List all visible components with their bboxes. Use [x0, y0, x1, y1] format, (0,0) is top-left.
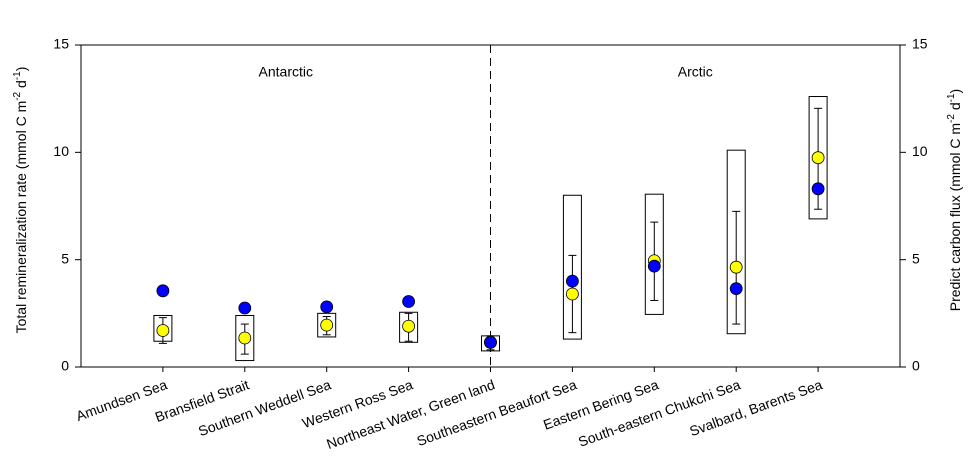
range-box — [644, 193, 664, 315]
range-box — [317, 312, 337, 338]
y-tick-label: 10 — [53, 143, 69, 159]
data-point — [238, 331, 252, 345]
y-tick-label: 0 — [61, 358, 69, 374]
data-point — [484, 335, 497, 349]
y-tick-label: 15 — [53, 36, 69, 52]
y-axis-title-sup: -2 — [12, 91, 23, 100]
data-point — [320, 318, 334, 332]
y2-tick-label: 0 — [912, 358, 920, 374]
range-box — [808, 96, 828, 220]
y-tick-label: 5 — [61, 250, 69, 266]
data-point — [566, 287, 579, 301]
data-point — [729, 260, 743, 274]
y-axis-title-text: d — [13, 80, 29, 92]
y2-axis-title-sup: -2 — [946, 114, 957, 123]
data-point — [238, 301, 252, 315]
y2-axis-title-sup: -1 — [946, 93, 957, 102]
y2-axis-title-text: ) — [947, 89, 963, 94]
data-point — [811, 182, 825, 196]
y2-axis-title-text: Predict carbon flux (mmol C m — [947, 123, 963, 311]
y2-axis-title: Predict carbon flux (mmol C m-2 d-1) — [946, 89, 963, 311]
y-axis-title-text: Total remineralization rate (mmol C m — [13, 101, 29, 334]
data-point — [156, 284, 170, 298]
data-point — [566, 274, 579, 288]
x-tick-label: Svalbard, Barents Sea — [687, 376, 824, 439]
data-point — [729, 282, 743, 296]
data-point — [811, 151, 825, 165]
data-point — [647, 259, 661, 273]
y2-tick-label: 10 — [912, 143, 928, 159]
y2-tick-label: 15 — [912, 36, 928, 52]
y-axis-title-sup: -1 — [12, 71, 23, 80]
y-axis-title: Total remineralization rate (mmol C m-2 … — [12, 67, 29, 334]
range-box — [235, 314, 255, 362]
range-box — [399, 311, 419, 343]
y2-axis-title-text: d — [947, 102, 963, 114]
range-box — [726, 149, 746, 335]
data-point — [402, 319, 416, 333]
y-axis-title-text: ) — [13, 67, 29, 72]
data-point — [156, 324, 170, 337]
data-point — [320, 300, 334, 314]
y2-tick-label: 5 — [912, 250, 920, 266]
range-box — [562, 194, 582, 340]
annotation: Arctic — [678, 64, 713, 80]
x-tick-label: Southern Weddell Sea — [196, 376, 333, 439]
data-point — [402, 295, 416, 308]
annotation: Antarctic — [259, 64, 313, 80]
